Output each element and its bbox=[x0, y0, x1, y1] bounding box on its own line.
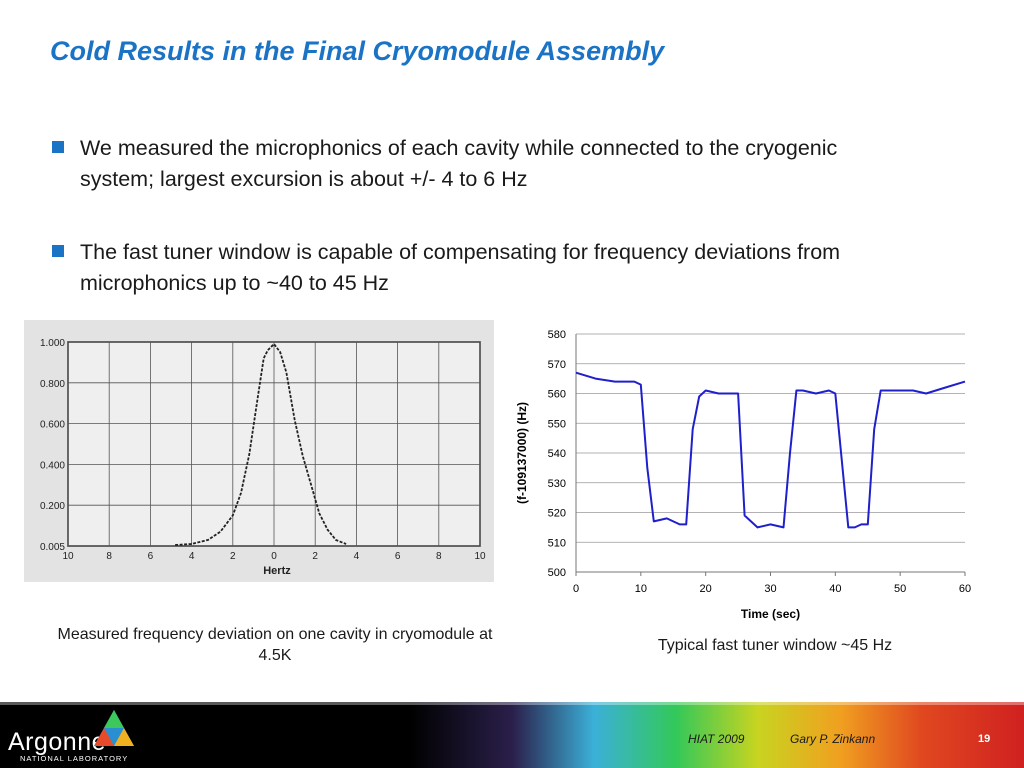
tuner-x-tick-label: 40 bbox=[829, 583, 841, 595]
tuner-y-tick-label: 510 bbox=[548, 537, 566, 549]
scan-y-tick-label: 0.005 bbox=[40, 542, 65, 553]
scan-y-tick-label: 0.400 bbox=[40, 460, 65, 471]
fast-tuner-chart-svg: 500 510 520 530 540 550 560 570 580 0 10 20 30 40 50 60… bbox=[515, 329, 971, 621]
tuner-y-tick-label: 500 bbox=[548, 567, 566, 579]
page-number: 19 bbox=[978, 733, 991, 745]
bullet-item-fast-tuner: The fast tuner window is capable of comp… bbox=[52, 237, 902, 299]
tuner-y-tick-label: 580 bbox=[548, 329, 566, 341]
scan-y-tick-label: 0.200 bbox=[40, 501, 65, 512]
bullet-list: We measured the microphonics of each cav… bbox=[52, 133, 902, 341]
tuner-y-tick-label: 570 bbox=[548, 359, 566, 371]
tuner-series-line bbox=[575, 371, 966, 529]
argonne-logo-icon bbox=[94, 710, 134, 746]
microphonics-scan-chart: 0.005 0.200 0.400 0.600 0.800 1.000 10 8 6 4 2 0 2 4 6… bbox=[24, 320, 494, 582]
scan-x-tick-label: 0 bbox=[271, 551, 277, 562]
footer-highlight bbox=[0, 702, 1024, 705]
bullet-item-microphonics: We measured the microphonics of each cav… bbox=[52, 133, 902, 195]
scan-y-tick-label: 0.600 bbox=[40, 420, 65, 431]
tuner-x-tick-label: 0 bbox=[573, 583, 579, 595]
scan-x-tick-label: 2 bbox=[312, 551, 318, 562]
scan-x-tick-label: 8 bbox=[106, 551, 112, 562]
tuner-y-tick-label: 530 bbox=[548, 478, 566, 490]
scan-x-tick-label: 6 bbox=[148, 551, 154, 562]
scan-x-tick-label: 8 bbox=[436, 551, 442, 562]
tuner-x-tick-label: 60 bbox=[959, 583, 971, 595]
tuner-x-tick-label: 30 bbox=[764, 583, 776, 595]
tuner-y-tick-label: 550 bbox=[548, 418, 566, 430]
caption-right: Typical fast tuner window ~45 Hz bbox=[657, 637, 893, 654]
bullet-text: We measured the microphonics of each cav… bbox=[80, 136, 838, 191]
scan-distribution-line bbox=[175, 342, 347, 546]
scan-x-tick-label: 10 bbox=[62, 551, 74, 562]
bullet-square-icon bbox=[52, 245, 64, 257]
scan-x-tick-label: 2 bbox=[230, 551, 236, 562]
scan-x-axis-label: Hertz bbox=[263, 565, 291, 577]
tuner-y-tick-label: 560 bbox=[548, 389, 566, 401]
scan-x-tick-label: 4 bbox=[354, 551, 360, 562]
argonne-logo-subtitle: NATIONAL LABORATORY bbox=[20, 754, 129, 763]
tuner-y-tick-label: 540 bbox=[548, 448, 566, 460]
scan-y-tick-label: 1.000 bbox=[40, 338, 65, 349]
scan-x-tick-label: 10 bbox=[474, 551, 486, 562]
tuner-x-tick-label: 20 bbox=[700, 583, 712, 595]
tuner-x-axis-label: Time (sec) bbox=[741, 607, 800, 621]
footer-conference: HIAT 2009 bbox=[688, 732, 745, 746]
scan-x-tick-label: 4 bbox=[189, 551, 195, 562]
tuner-x-tick-label: 50 bbox=[894, 583, 906, 595]
bullet-text: The fast tuner window is capable of comp… bbox=[80, 240, 841, 295]
slide-title: Cold Results in the Final Cryomodule Ass… bbox=[50, 36, 665, 66]
fast-tuner-chart: 500 510 520 530 540 550 560 570 580 0 10 20 30 40 50 60… bbox=[505, 318, 1005, 633]
tuner-x-tick-label: 10 bbox=[635, 583, 647, 595]
microphonics-chart-svg: 0.005 0.200 0.400 0.600 0.800 1.000 10 8 6 4 2 0 2 4 6… bbox=[40, 338, 486, 577]
scan-y-tick-label: 0.800 bbox=[40, 379, 65, 390]
tuner-y-axis-label: (f-109137000) (Hz) bbox=[515, 402, 529, 504]
argonne-logo-text: Argonne bbox=[8, 728, 107, 756]
footer-bar: Argonne NATIONAL LABORATORY HIAT 2009 Ga… bbox=[0, 702, 1024, 768]
tuner-y-tick-label: 520 bbox=[548, 508, 566, 520]
bullet-square-icon bbox=[52, 141, 64, 153]
caption-left: Measured frequency deviation on one cavi… bbox=[57, 626, 493, 664]
scan-x-tick-label: 6 bbox=[395, 551, 401, 562]
footer-author: Gary P. Zinkann bbox=[790, 732, 876, 746]
